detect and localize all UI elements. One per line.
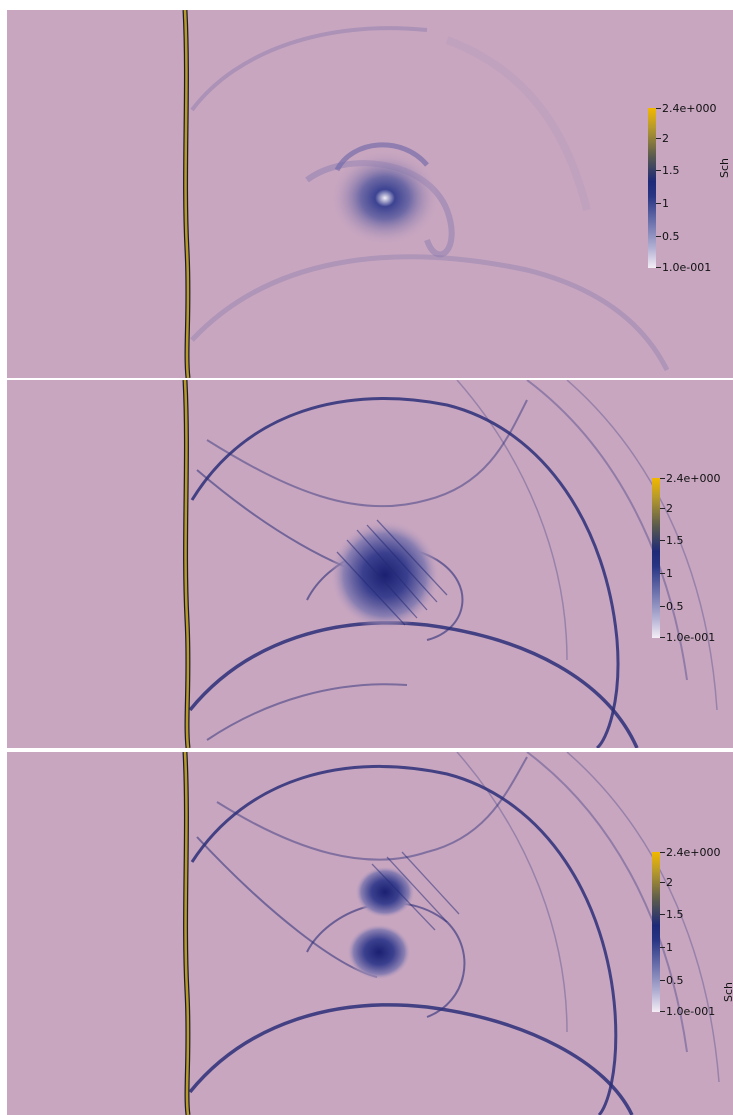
field-plot-1 bbox=[7, 10, 733, 378]
colorbar-tick-label: 1.0e-001 bbox=[666, 1005, 716, 1018]
colorbar-tick-label: 1 bbox=[666, 567, 673, 580]
colorbar-title: Sch bbox=[722, 981, 733, 1002]
colorbar-tick-label: 2 bbox=[662, 132, 669, 145]
colorbar-tick-label: 2 bbox=[666, 876, 673, 889]
colorbar-tick-label: 2.4e+000 bbox=[666, 846, 721, 859]
colorbar-tick-label: 0.5 bbox=[666, 600, 684, 613]
colorbar-tick-label: 1.5 bbox=[666, 534, 684, 547]
colorbar-tick-label: 1.0e-001 bbox=[662, 261, 712, 274]
colorbar-tick-label: 1.5 bbox=[662, 164, 680, 177]
colorbar-2: 2.4e+000 2 1.5 1 0.5 1.0e-001 bbox=[652, 473, 733, 648]
colorbar-tick-label: 1 bbox=[662, 197, 669, 210]
colorbar-tick-label: 1 bbox=[666, 941, 673, 954]
colorbar-tick-label: 0.5 bbox=[662, 230, 680, 243]
simulation-panel-2: 2.4e+000 2 1.5 1 0.5 1.0e-001 bbox=[7, 380, 733, 748]
colorbar-tick-label: 1.5 bbox=[666, 908, 684, 921]
field-plot-2 bbox=[7, 380, 733, 748]
colorbar-3: 2.4e+000 2 1.5 1 0.5 1.0e-001 Sch bbox=[652, 847, 733, 1022]
colorbar-tick-label: 0.5 bbox=[666, 974, 684, 987]
colorbar-tick-label: 2.4e+000 bbox=[666, 472, 721, 485]
simulation-panel-1: 2.4e+000 2 1.5 1 0.5 1.0e-001 Sch bbox=[7, 10, 733, 378]
colorbar-title: Sch bbox=[718, 157, 731, 178]
colorbar-tick-label: 1.0e-001 bbox=[666, 631, 716, 644]
simulation-panel-3: 2.4e+000 2 1.5 1 0.5 1.0e-001 Sch bbox=[7, 752, 733, 1115]
colorbar-tick-label: 2 bbox=[666, 502, 673, 515]
colorbar-tick-label: 2.4e+000 bbox=[662, 102, 717, 115]
colorbar-gradient bbox=[648, 108, 656, 268]
colorbar-gradient bbox=[652, 852, 660, 1012]
field-plot-3 bbox=[7, 752, 733, 1115]
colorbar-1: 2.4e+000 2 1.5 1 0.5 1.0e-001 Sch bbox=[648, 103, 733, 278]
colorbar-gradient bbox=[652, 478, 660, 638]
